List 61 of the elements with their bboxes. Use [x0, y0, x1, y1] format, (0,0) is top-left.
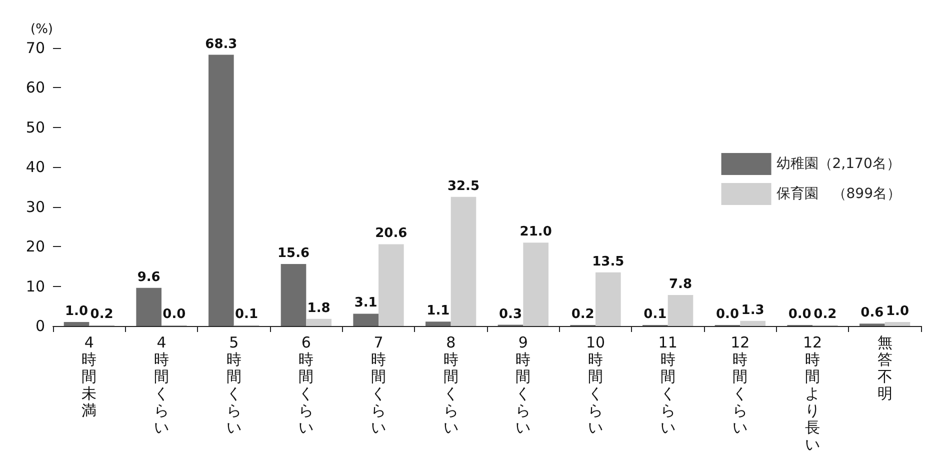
data-label: 1.0	[886, 304, 910, 320]
data-label: 3.1	[354, 296, 378, 311]
x-tick-label: 10時間くらい	[586, 334, 606, 436]
bar	[523, 242, 548, 326]
data-label: 0.2	[814, 307, 837, 322]
x-tick-label: 8時間くらい	[443, 334, 458, 436]
bar	[450, 196, 476, 326]
legend-label: 保育園 （899名）	[776, 185, 902, 202]
bar	[64, 322, 90, 326]
data-label: 9.6	[137, 270, 160, 285]
data-label: 1.0	[64, 304, 88, 320]
legend-label: 幼稚園（2,170名）	[776, 156, 900, 172]
data-label: 0.3	[498, 306, 522, 322]
data-label: 13.5	[592, 254, 624, 270]
y-tick-label: 30	[26, 198, 45, 216]
x-tick-label: 6時間くらい	[298, 334, 314, 436]
bar	[740, 320, 766, 326]
data-label: 0.2	[571, 307, 594, 322]
x-tick-label: 12時間くらい	[730, 334, 750, 436]
bar	[426, 322, 451, 326]
y-tick-label: 20	[26, 238, 45, 256]
x-tick-label: 5時間くらい	[226, 334, 242, 436]
y-tick-label: 40	[26, 158, 45, 176]
x-tick-label: 無答不明	[877, 334, 892, 402]
data-label: 0.0	[716, 307, 740, 322]
x-tick-label: 7時間くらい	[371, 334, 386, 436]
bar	[353, 314, 378, 326]
bar	[884, 322, 910, 326]
data-label: 68.3	[205, 36, 238, 52]
data-label: 0.6	[860, 306, 884, 321]
x-tick-label: 12時間より長い	[802, 334, 822, 454]
data-label: 20.6	[375, 226, 408, 242]
data-label: 0.1	[644, 307, 667, 322]
bar	[136, 288, 162, 326]
bar	[208, 54, 234, 326]
bar	[280, 264, 306, 326]
data-label: 1.8	[307, 300, 330, 316]
bar	[596, 272, 621, 326]
data-label: 0.0	[788, 307, 812, 322]
data-label: 0.2	[90, 307, 114, 322]
x-tick-label: 4時間くらい	[154, 334, 169, 436]
y-tick-label: 70	[26, 39, 45, 57]
data-label: 1.1	[426, 304, 450, 319]
y-tick-label: 50	[26, 118, 45, 136]
bar	[306, 318, 332, 326]
data-label: 7.8	[668, 277, 692, 292]
bar	[668, 295, 694, 326]
data-label: 21.0	[520, 224, 552, 240]
y-tick-label: 10	[26, 277, 45, 296]
x-tick-label: 11時間くらい	[658, 334, 678, 436]
x-tick-label: 9時間くらい	[516, 334, 531, 436]
data-label: 0.1	[234, 307, 258, 322]
bar	[378, 244, 404, 326]
x-tick-label: 4時間未満	[82, 334, 97, 420]
y-tick-label: 0	[35, 317, 45, 335]
y-axis-title: (%)	[30, 22, 53, 37]
data-label: 32.5	[447, 178, 480, 194]
data-label: 1.3	[741, 302, 764, 318]
data-label: 15.6	[277, 246, 310, 262]
y-tick-label: 60	[26, 78, 45, 97]
data-label: 0.0	[162, 307, 186, 322]
